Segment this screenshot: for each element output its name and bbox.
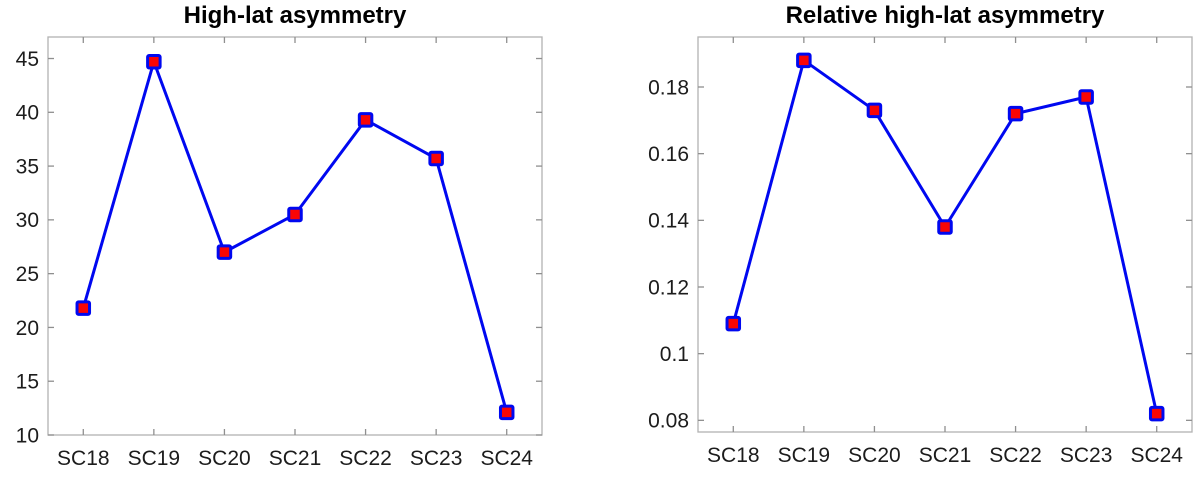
axis-box [47,36,543,436]
y-tick-label: 0.14 [648,210,689,233]
y-tick-label: 45 [16,48,39,71]
y-tick-label: 0.08 [648,410,689,433]
y-tick-label: 10 [16,424,39,447]
y-tick-label: 0.16 [648,143,689,166]
data-point-marker [725,315,742,332]
y-tick-label: 0.12 [648,276,689,299]
y-tick-label: 20 [16,317,39,340]
data-point-marker [146,53,162,70]
x-tick-label: SC22 [339,447,392,470]
y-tick-label: 35 [16,155,39,178]
x-tick-label: SC22 [989,444,1042,467]
y-tick-label: 25 [16,263,39,286]
data-point-marker [937,219,953,235]
chart-title-relative-high-lat-asymmetry: Relative high-lat asymmetry [785,2,1105,29]
data-point-marker [287,206,303,223]
data-point-marker [216,244,233,260]
x-tick-label: SC19 [128,447,181,470]
data-point-marker [866,102,883,119]
chart-plot-0: SC18 SC19 SC20 SC21 SC22 SC23 SC24 10 15 20 25 30 35… [16,36,543,470]
y-tick-label: 40 [16,102,39,125]
y-tick-label: 15 [16,371,39,394]
x-tick-label: SC18 [707,444,760,467]
y-tick-label: 0.18 [648,76,689,99]
data-line [81,60,509,414]
x-tick-label: SC20 [848,444,901,467]
x-tick-label: SC24 [1130,444,1183,467]
data-point-marker [796,52,812,69]
data-point-marker [75,300,92,316]
x-tick-label: SC23 [1060,444,1113,467]
chart-title-high-lat-asymmetry: High-lat asymmetry [183,2,407,29]
x-tick-label: SC23 [410,447,463,470]
data-point-marker [428,150,444,167]
chart-plot-1: SC18 SC19 SC20 SC21 SC22 SC23 SC24 0.08 0.1 0.12 0… [648,36,1193,467]
y-tick-label: 0.1 [660,343,689,366]
data-point-marker [1007,105,1024,122]
data-point-marker [357,112,374,128]
x-tick-label: SC21 [919,444,972,467]
data-point-marker [1078,89,1094,105]
y-tick-label: 30 [16,209,39,232]
x-tick-label: SC18 [57,447,110,470]
x-tick-label: SC19 [778,444,831,467]
data-point-marker [498,404,515,421]
data-point-marker [1148,405,1165,422]
x-tick-label: SC21 [269,447,322,470]
x-tick-label: SC20 [198,447,251,470]
data-line [731,58,1159,416]
x-tick-label: SC24 [480,447,533,470]
